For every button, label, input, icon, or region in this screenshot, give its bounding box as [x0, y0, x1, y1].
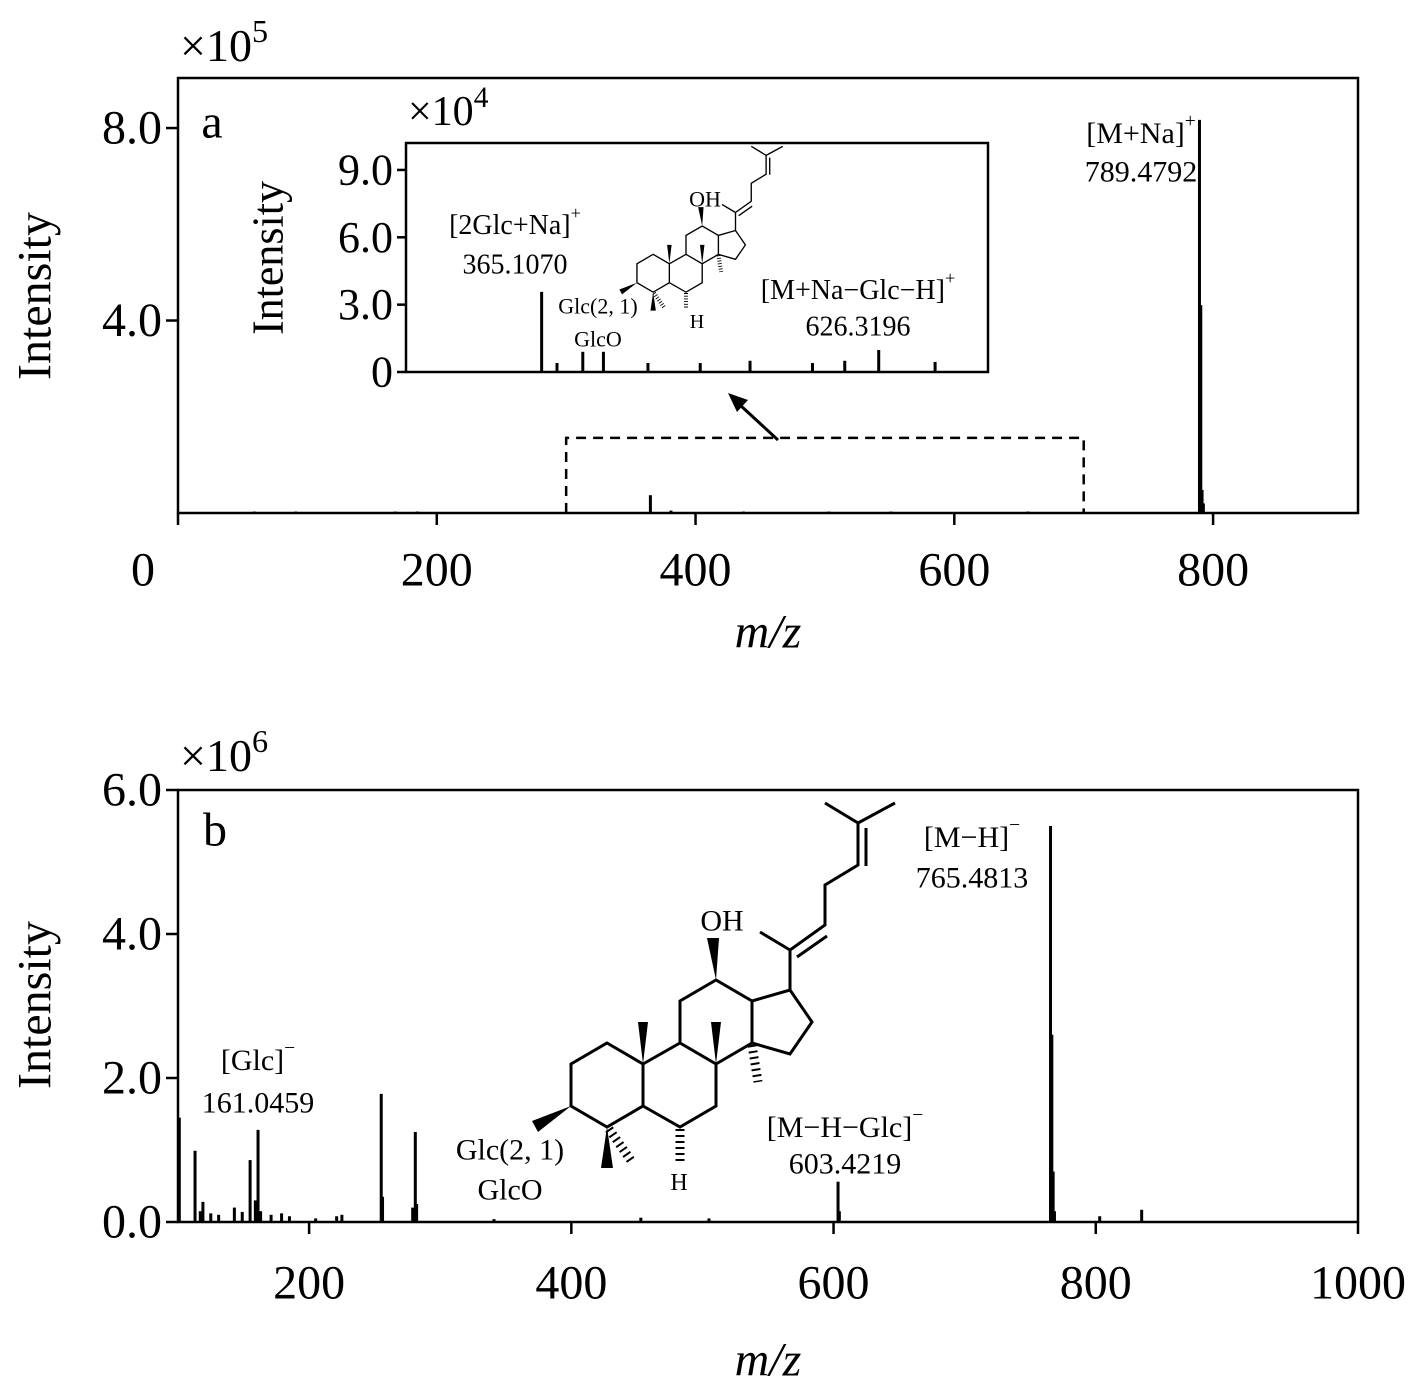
y-tick-label: 6.0: [102, 764, 162, 817]
x-tick-label: 800: [1177, 544, 1249, 597]
multiplier-base: ×10: [408, 89, 474, 135]
panel-label: a: [201, 96, 222, 149]
peak-annotation: [M−H]−: [924, 815, 1020, 854]
x-axis-label: m/z: [735, 606, 802, 659]
mass-label: 765.4813: [916, 862, 1029, 895]
mass-label: 789.4792: [1085, 156, 1198, 189]
mass-label: 626.3196: [806, 312, 911, 343]
x-tick-label: 600: [918, 544, 990, 597]
y-tick-label: 2.0: [102, 1052, 162, 1105]
peak-annotation: [M+Na−Glc−H]+: [761, 268, 955, 306]
multiplier-base: ×10: [180, 730, 252, 781]
structure-label: OH: [700, 905, 743, 938]
plot-frame: [176, 76, 1360, 515]
ion-charge: +: [1185, 111, 1196, 132]
x-axis-label: m/z: [735, 1334, 802, 1387]
y-axis-label: Intensity: [9, 921, 62, 1089]
structure-label: H: [690, 311, 704, 333]
y-axis-label: Intensity: [9, 212, 62, 380]
multiplier-exponent: 6: [252, 723, 268, 759]
ion-label: [M−H−Glc]: [767, 1111, 912, 1144]
x-tick-label: 600: [798, 1257, 870, 1310]
ion-charge: +: [945, 268, 955, 288]
ion-label: [Glc]: [221, 1044, 284, 1077]
x-tick-label: 200: [273, 1257, 345, 1310]
plot-frame: [404, 141, 990, 374]
multiplier: ×105: [180, 13, 268, 71]
y-tick-label: 0: [371, 348, 393, 397]
ion-label: [M+Na−Glc−H]: [761, 275, 945, 306]
zoom-arrow: [738, 403, 780, 442]
peak-annotation: [Glc]−: [221, 1038, 295, 1077]
mass-label: 603.4219: [789, 1148, 902, 1181]
structure-label: GlcO: [478, 1174, 543, 1207]
x-tick-label: 400: [535, 1257, 607, 1310]
y-tick-label: 6.0: [338, 213, 393, 262]
x-tick-label: 1000: [1310, 1257, 1406, 1310]
multiplier-exponent: 4: [474, 82, 489, 114]
structure-label: Glc(2, 1): [456, 1134, 564, 1167]
zoom-region: [564, 436, 1085, 513]
ion-charge: −: [284, 1038, 295, 1059]
y-tick-label: 4.0: [102, 908, 162, 961]
ion-label: [2Glc+Na]: [449, 210, 571, 241]
mass-label: 365.1070: [463, 250, 568, 281]
y-tick-label: 8.0: [102, 102, 162, 155]
multiplier: ×104: [408, 82, 489, 135]
ion-charge: −: [1009, 815, 1020, 836]
x-tick-label: 400: [660, 544, 732, 597]
peak-annotation: [2Glc+Na]+: [449, 203, 581, 241]
y-axis-label: Intensity: [244, 181, 293, 335]
zoom-arrowhead: [728, 393, 748, 412]
ion-charge: −: [912, 1105, 923, 1126]
x-tick-label: 200: [401, 544, 473, 597]
y-tick-label: 3.0: [338, 280, 393, 329]
mass-label: 161.0459: [202, 1087, 315, 1120]
x-tick-label: 0: [131, 544, 155, 597]
y-tick-label: 4.0: [102, 294, 162, 347]
structure-label: OH: [689, 187, 721, 212]
multiplier-base: ×10: [180, 20, 252, 71]
ion-charge: +: [571, 203, 581, 223]
structure-label: H: [670, 1170, 687, 1196]
structure-label: GlcO: [574, 327, 622, 352]
multiplier-exponent: 5: [252, 13, 268, 49]
x-tick-label: 800: [1060, 1257, 1132, 1310]
ion-label: [M−H]: [924, 821, 1009, 854]
ion-label: [M+Na]: [1086, 117, 1185, 150]
plot-frame: [176, 788, 1360, 1224]
y-tick-label: 9.0: [338, 145, 393, 194]
y-tick-label: 0.0: [102, 1196, 162, 1249]
structure-label: Glc(2, 1): [558, 294, 637, 319]
peak-annotation: [M+Na]+: [1086, 111, 1196, 150]
peak-annotation: [M−H−Glc]−: [767, 1105, 923, 1144]
multiplier: ×106: [180, 723, 268, 781]
panel-label: b: [203, 804, 227, 857]
